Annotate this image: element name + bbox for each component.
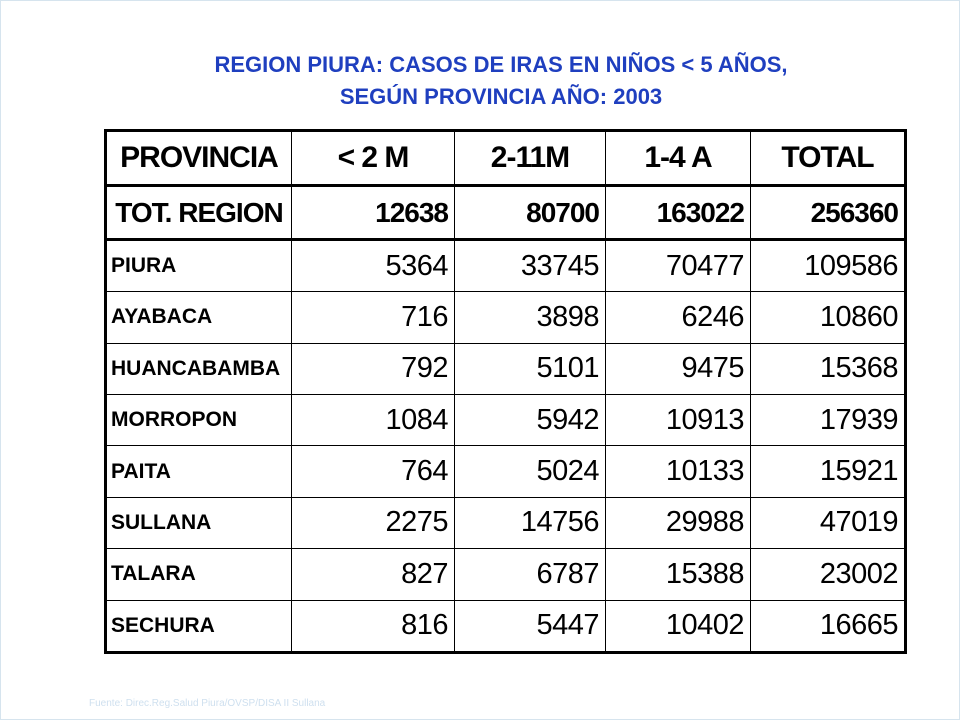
table-row: MORROPON 1084 5942 10913 17939	[105, 393, 906, 447]
table-cell: 10860	[750, 291, 906, 344]
table-cell: 33745	[454, 238, 606, 293]
header-1-4a: 1-4 A	[605, 129, 751, 188]
header-provincia: PROVINCIA	[105, 129, 292, 188]
table-cell: 6246	[605, 291, 751, 344]
source-note: Fuente: Direc.Reg.Salud Piura/OVSP/DISA …	[89, 698, 326, 709]
table-row: AYABACA 716 3898 6246 10860	[105, 291, 906, 344]
table-cell: 17939	[750, 393, 906, 447]
province-name: AYABACA	[105, 291, 292, 344]
table-row: SULLANA 2275 14756 29988 47019	[105, 496, 906, 550]
total-row-label: TOT. REGION	[105, 185, 292, 241]
table-cell: 10402	[605, 599, 751, 654]
province-name: PIURA	[105, 238, 292, 293]
table-cell: 29988	[605, 496, 751, 550]
table-cell: 716	[291, 291, 455, 344]
page-title: REGION PIURA: CASOS DE IRAS EN NIÑOS < 5…	[61, 49, 941, 113]
total-row: TOT. REGION 12638 80700 163022 256360	[105, 185, 906, 241]
table-cell: 827	[291, 548, 455, 601]
table-cell: 9475	[605, 342, 751, 396]
table-cell: 47019	[750, 496, 906, 550]
table-cell: 12638	[291, 185, 455, 241]
table-row: TALARA 827 6787 15388 23002	[105, 548, 906, 601]
table-cell: 163022	[605, 185, 751, 241]
table-cell: 10913	[605, 393, 751, 447]
title-line-2: SEGÚN PROVINCIA AÑO: 2003	[339, 84, 663, 109]
table-cell: 70477	[605, 238, 751, 293]
table-cell: 15388	[605, 548, 751, 601]
province-name: SULLANA	[105, 496, 292, 550]
table-cell: 5101	[454, 342, 606, 396]
table-cell: 10133	[605, 445, 751, 498]
header-2-11m: 2-11M	[454, 129, 606, 188]
table-cell: 764	[291, 445, 455, 498]
header-row: PROVINCIA < 2 M 2-11M 1-4 A TOTAL	[105, 129, 906, 188]
table-cell: 5024	[454, 445, 606, 498]
province-name: MORROPON	[105, 393, 292, 447]
header-total: TOTAL	[750, 129, 906, 188]
table-cell: 15921	[750, 445, 906, 498]
table-cell: 15368	[750, 342, 906, 396]
title-line-1: REGION PIURA: CASOS DE IRAS EN NIÑOS < 5…	[214, 52, 788, 77]
province-name: SECHURA	[105, 599, 292, 654]
table-cell: 792	[291, 342, 455, 396]
table-cell: 16665	[750, 599, 906, 654]
table-cell: 5447	[454, 599, 606, 654]
table-cell: 3898	[454, 291, 606, 344]
table-cell: 6787	[454, 548, 606, 601]
table-row: SECHURA 816 5447 10402 16665	[105, 599, 906, 654]
cases-table: PROVINCIA < 2 M 2-11M 1-4 A TOTAL TOT. R…	[104, 129, 907, 654]
table-cell: 80700	[454, 185, 606, 241]
table-cell: 2275	[291, 496, 455, 550]
table-row: PIURA 5364 33745 70477 109586	[105, 238, 906, 293]
province-name: HUANCABAMBA	[105, 342, 292, 396]
table-cell: 5942	[454, 393, 606, 447]
table-row: PAITA 764 5024 10133 15921	[105, 445, 906, 498]
table-cell: 816	[291, 599, 455, 654]
table-cell: 23002	[750, 548, 906, 601]
table-cell: 1084	[291, 393, 455, 447]
table-cell: 109586	[750, 238, 906, 293]
table-cell: 256360	[750, 185, 906, 241]
table-row: HUANCABAMBA 792 5101 9475 15368	[105, 342, 906, 396]
table-cell: 14756	[454, 496, 606, 550]
table-cell: 5364	[291, 238, 455, 293]
province-name: PAITA	[105, 445, 292, 498]
province-name: TALARA	[105, 548, 292, 601]
header-lt2m: < 2 M	[291, 129, 455, 188]
